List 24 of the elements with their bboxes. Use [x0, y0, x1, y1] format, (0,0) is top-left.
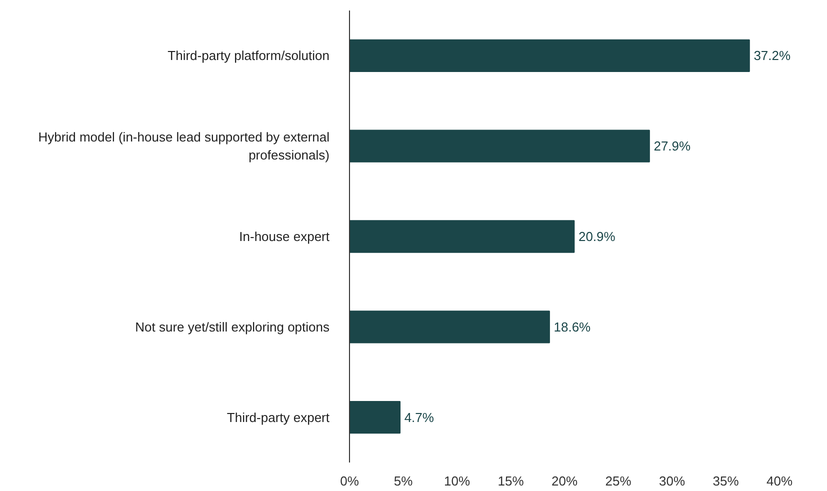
- bar: [350, 39, 750, 72]
- y-tick-label: Third-party expert: [226, 410, 330, 425]
- x-tick-label: 5%: [394, 474, 414, 488]
- bar: [350, 220, 575, 253]
- y-tick-label: In-house expert: [239, 229, 330, 244]
- data-label: 20.9%: [578, 229, 616, 244]
- y-tick-label: Hybrid model (in-house lead supported by external professionals): [38, 130, 330, 163]
- bar: [350, 400, 401, 434]
- x-tick-label: 40%: [766, 474, 793, 488]
- bar: [350, 310, 550, 344]
- y-tick-label: Not sure yet/still exploring options: [135, 319, 330, 334]
- x-tick-label: 0%: [340, 474, 360, 488]
- x-tick-label: 35%: [712, 474, 740, 488]
- x-tick-label: 20%: [551, 474, 578, 488]
- data-label: 27.9%: [654, 138, 692, 154]
- x-tick-label: 10%: [444, 474, 470, 488]
- data-label: 18.6%: [554, 319, 592, 334]
- x-tick-label: 30%: [658, 474, 686, 488]
- y-tick-label: Third-party platform/solution: [168, 48, 330, 64]
- data-label: 37.2%: [754, 48, 791, 64]
- x-tick-label: 15%: [498, 474, 524, 488]
- data-label: 4.7%: [404, 410, 434, 425]
- x-tick-label: 25%: [605, 474, 632, 488]
- bar: [350, 130, 650, 162]
